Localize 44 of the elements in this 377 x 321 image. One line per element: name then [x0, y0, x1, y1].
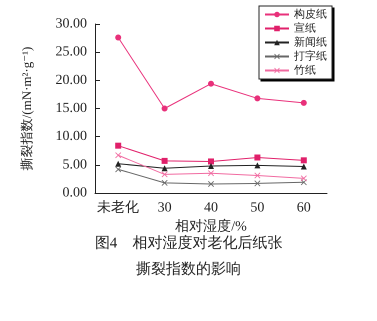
point: [115, 166, 122, 172]
point: [300, 175, 307, 182]
point: [162, 165, 168, 172]
point: [254, 154, 260, 161]
legend-label: 新闻纸: [294, 36, 327, 48]
point: [115, 34, 122, 41]
y-tick-label: 0.00: [62, 186, 87, 200]
legend-label: 宣纸: [294, 22, 316, 34]
point: [300, 157, 307, 164]
text: 撕裂指数的影响: [136, 260, 241, 278]
legend-label: 竹纸: [294, 64, 316, 76]
point: [208, 162, 214, 169]
point: [162, 158, 168, 164]
caption: 图4 相对湿度对老化后纸张: [94, 234, 282, 252]
point: [115, 142, 122, 149]
legend-label: 构皮纸: [293, 8, 327, 20]
y-tick-label: 10.00: [56, 129, 87, 144]
point: [254, 180, 260, 186]
point: [300, 164, 307, 170]
legend-label: 打字纸: [293, 50, 327, 62]
y-tick-label: 30.00: [56, 16, 87, 32]
x-tick-label: 50: [250, 200, 264, 216]
point: [300, 100, 307, 106]
point: [208, 158, 214, 164]
point: [115, 152, 122, 158]
point: [208, 80, 214, 87]
x-axis-title: 相对湿度/%: [175, 218, 248, 234]
point: [254, 162, 260, 168]
y-tick-label: 20.00: [56, 72, 87, 88]
x-tick-label: 60: [296, 200, 311, 216]
point: [115, 160, 122, 167]
point: [162, 171, 168, 178]
point: [254, 172, 260, 179]
point: [162, 180, 168, 186]
point: [162, 106, 168, 112]
point: [254, 95, 260, 102]
y-axis-title: 撕裂指数/(mN·m²·g⁻¹): [19, 46, 34, 170]
x-tick-label: 30: [158, 200, 172, 216]
y-tick-label: 25.00: [56, 44, 87, 60]
x-tick-label: 未老化: [97, 200, 140, 216]
point: [208, 180, 214, 187]
x-tick-label: 40: [204, 200, 218, 216]
y-tick-label: 5.00: [62, 157, 87, 172]
y-tick-label: 15.00: [56, 101, 87, 116]
